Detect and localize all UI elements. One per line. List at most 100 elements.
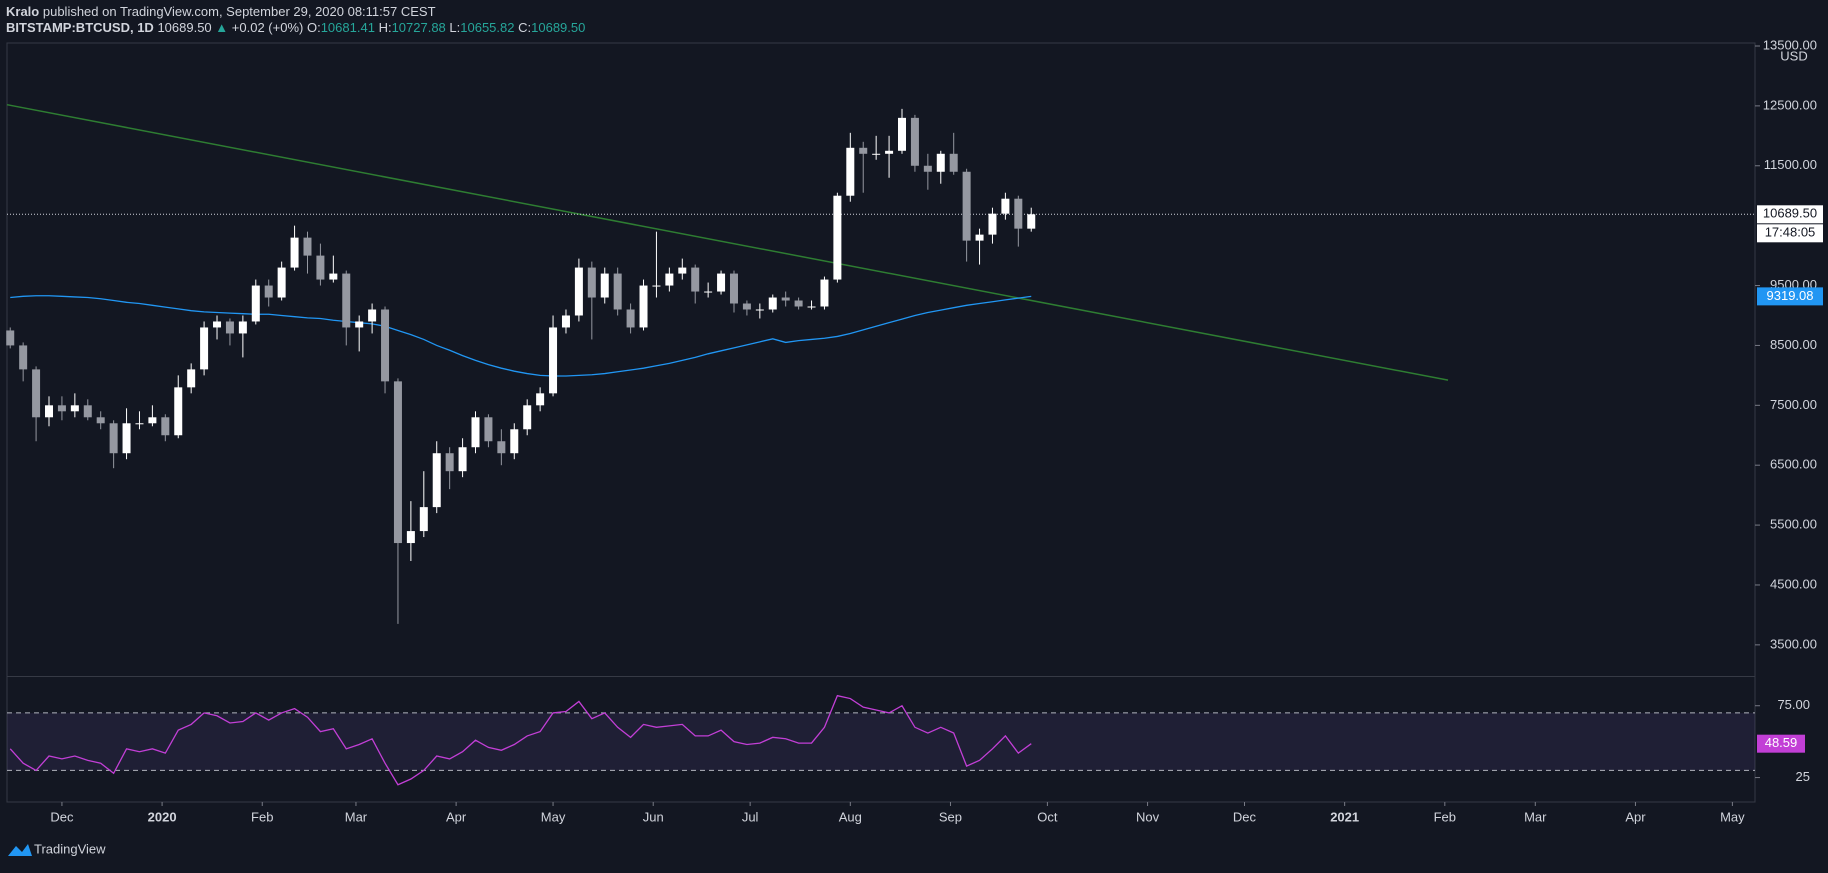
candle-body — [794, 300, 803, 307]
candle-body — [574, 267, 583, 316]
candle-body — [432, 453, 441, 508]
candle-body — [200, 327, 209, 370]
y-tick-label: 4500.00 — [1770, 576, 1817, 591]
candle-body — [135, 423, 144, 425]
candle-body — [277, 267, 286, 298]
x-tick-label: Jun — [643, 809, 664, 824]
candle-body — [549, 327, 558, 394]
candle-body — [626, 309, 635, 328]
candle-body — [161, 417, 170, 436]
h-value: 10727.88 — [392, 20, 446, 35]
y-tick-label: 8500.00 — [1770, 337, 1817, 352]
x-tick-label: Mar — [345, 809, 368, 824]
x-tick-label: 2021 — [1330, 809, 1359, 824]
change: +0.02 (+0%) — [232, 20, 304, 35]
published: published on TradingView.com, September … — [43, 4, 436, 19]
h-label: H: — [379, 20, 392, 35]
candle-body — [820, 279, 829, 307]
x-tick-label: Dec — [1233, 809, 1257, 824]
candle-body — [755, 309, 764, 311]
y-tick-label: 3500.00 — [1770, 636, 1817, 651]
candle-body — [600, 273, 609, 298]
last: 10689.50 — [157, 20, 211, 35]
o-label: O: — [307, 20, 321, 35]
last-price-label: 10689.50 — [1763, 206, 1817, 221]
candle-body — [885, 150, 894, 154]
candle-body — [768, 297, 777, 310]
candle-body — [587, 267, 596, 298]
header-line-2: BITSTAMP:BTCUSD, 1D 10689.50 ▲ +0.02 (+0… — [6, 20, 585, 35]
y-tick-label: 7500.00 — [1770, 397, 1817, 412]
x-tick-label: Feb — [1434, 809, 1456, 824]
candle-body — [678, 267, 687, 274]
x-tick-label: Oct — [1037, 809, 1058, 824]
arrow: ▲ — [215, 20, 228, 35]
x-tick-label: Mar — [1524, 809, 1547, 824]
c-value: 10689.50 — [531, 20, 585, 35]
y-tick-label: 13500.00 — [1763, 37, 1817, 52]
y-unit: USD — [1780, 48, 1807, 63]
candle-body — [445, 453, 454, 472]
l-value: 10655.82 — [460, 20, 514, 35]
candle-body — [859, 147, 868, 154]
candle-body — [225, 321, 234, 334]
candle-body — [833, 195, 842, 280]
rsi-label: 48.59 — [1765, 735, 1798, 750]
candle-body — [872, 153, 881, 155]
rsi-line — [9, 694, 1032, 786]
rsi-box — [1757, 734, 1805, 753]
rsi-tick-label: 25 — [1796, 769, 1810, 784]
candle-body — [807, 306, 816, 308]
candle-body — [303, 237, 312, 256]
moving-average — [10, 295, 1032, 377]
candle-body — [1001, 198, 1010, 214]
candle-body — [148, 417, 157, 424]
x-tick-label: May — [1720, 809, 1745, 824]
candle-body — [419, 507, 428, 532]
x-tick-label: Jul — [742, 809, 759, 824]
c-label: C: — [518, 20, 531, 35]
candle-body — [316, 255, 325, 280]
footer: TradingView — [34, 841, 106, 856]
candle-body — [96, 417, 105, 424]
candle-body — [704, 291, 713, 293]
y-tick-label: 6500.00 — [1770, 457, 1817, 472]
author: Kralo — [6, 4, 39, 19]
y-tick-label: 12500.00 — [1763, 97, 1817, 112]
candle-body — [70, 405, 79, 412]
y-tick-label: 11500.00 — [1764, 157, 1817, 172]
x-tick-label: Sep — [939, 809, 962, 824]
candle-body — [122, 423, 131, 454]
candle-body — [83, 405, 92, 418]
x-tick-label: Dec — [50, 809, 74, 824]
candle-body — [729, 273, 738, 304]
candle-body — [962, 171, 971, 241]
candle-body — [264, 285, 273, 298]
x-tick-label: Apr — [1625, 809, 1646, 824]
candle-body — [846, 147, 855, 196]
y-tick-label: 5500.00 — [1770, 517, 1817, 532]
candle-body — [523, 405, 532, 430]
countdown: 17:48:05 — [1765, 225, 1816, 240]
candle-body — [484, 417, 493, 442]
candle-body — [639, 285, 648, 328]
candle-body — [781, 297, 790, 301]
trendline — [6, 103, 1449, 381]
candle-body — [6, 330, 15, 346]
last-price-box — [1757, 205, 1823, 224]
candle-body — [57, 405, 66, 412]
candle-body — [923, 165, 932, 172]
candle-body — [975, 234, 984, 241]
candle-body — [1027, 214, 1036, 229]
x-tick-label: Nov — [1136, 809, 1160, 824]
candle-body — [251, 285, 260, 322]
candle-body — [691, 267, 700, 292]
candle-body — [393, 381, 402, 544]
countdown-box — [1757, 224, 1823, 243]
header-line-1: Kralo published on TradingView.com, Sept… — [6, 4, 436, 19]
candle-body — [406, 531, 415, 544]
candle-body — [32, 369, 41, 418]
ma-label: 9319.08 — [1767, 288, 1814, 303]
candle-body — [652, 285, 661, 287]
